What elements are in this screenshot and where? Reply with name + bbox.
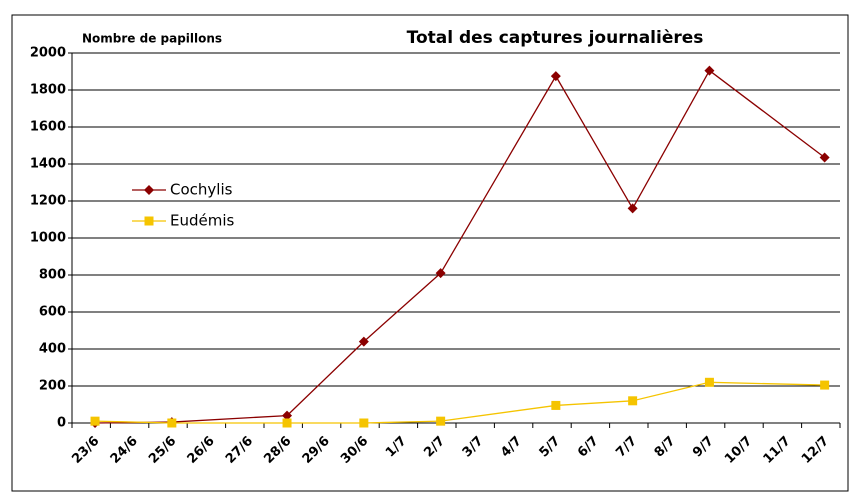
data-point bbox=[628, 396, 638, 406]
data-point bbox=[358, 336, 369, 347]
series-line bbox=[286, 341, 365, 417]
y-tick-label: 1400 bbox=[30, 157, 66, 172]
y-tick-label: 1000 bbox=[30, 231, 66, 246]
y-tick-label: 1800 bbox=[30, 83, 66, 98]
chart-title: Total des captures journalières bbox=[407, 28, 704, 48]
legend-marker bbox=[144, 216, 154, 226]
data-point bbox=[436, 416, 446, 426]
data-point bbox=[820, 380, 830, 390]
data-point bbox=[550, 71, 561, 82]
data-point bbox=[282, 418, 292, 428]
y-tick-label: 600 bbox=[39, 305, 66, 320]
data-point bbox=[435, 268, 446, 279]
chart-border bbox=[11, 14, 849, 492]
y-tick-label: 2000 bbox=[30, 46, 66, 61]
data-point bbox=[359, 418, 369, 428]
series-line bbox=[440, 404, 556, 422]
series-line bbox=[363, 420, 441, 424]
y-tick-label: 0 bbox=[57, 416, 66, 431]
legend-label: Eudémis bbox=[170, 212, 235, 230]
series-line bbox=[632, 381, 710, 402]
data-point bbox=[704, 377, 714, 387]
series-line bbox=[440, 75, 557, 274]
data-point bbox=[90, 416, 100, 426]
series-line bbox=[709, 70, 826, 159]
series-line bbox=[632, 70, 711, 209]
y-tick-label: 800 bbox=[39, 268, 66, 283]
y-axis-label: Nombre de papillons bbox=[82, 32, 222, 46]
series-line bbox=[363, 272, 442, 343]
series-line bbox=[709, 381, 825, 386]
data-point bbox=[282, 410, 293, 421]
data-point bbox=[551, 400, 561, 410]
y-tick-label: 200 bbox=[39, 379, 66, 394]
y-tick-label: 400 bbox=[39, 342, 66, 357]
y-tick-label: 1200 bbox=[30, 194, 66, 209]
y-tick-label: 1600 bbox=[30, 120, 66, 135]
legend-marker bbox=[144, 185, 154, 195]
series-line bbox=[555, 75, 634, 209]
data-point bbox=[167, 418, 177, 428]
data-point bbox=[627, 203, 638, 214]
legend-label: Cochylis bbox=[170, 181, 233, 199]
series-line bbox=[171, 414, 288, 423]
data-point bbox=[819, 152, 830, 163]
data-point bbox=[704, 65, 715, 76]
series-line bbox=[555, 400, 633, 407]
series-line bbox=[95, 420, 172, 424]
